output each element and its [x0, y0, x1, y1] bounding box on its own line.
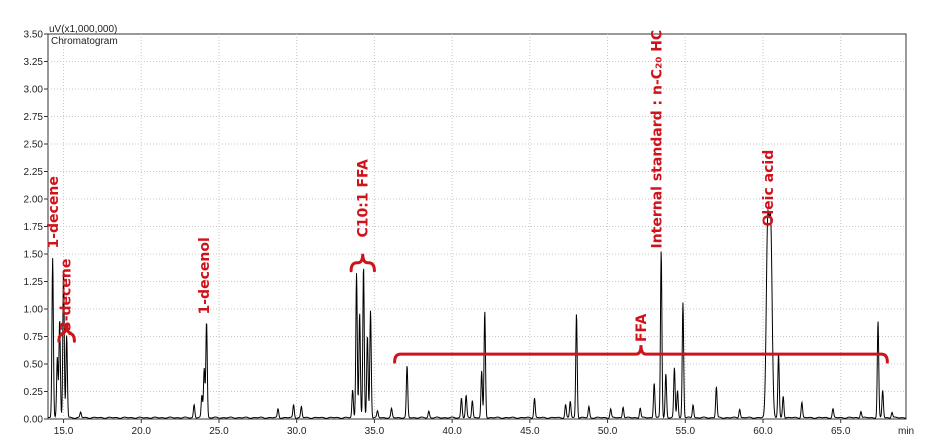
grid: [48, 34, 906, 419]
y-tick-label: 1.50: [24, 250, 44, 261]
bracket-ffa: [393, 345, 889, 364]
y-tick-label: 2.25: [24, 167, 44, 178]
y-tick-label: 1.75: [24, 222, 44, 233]
annotation-label: Internal standard : n-C₂₀ HC: [649, 30, 665, 249]
x-tick-label: 55.0: [676, 426, 696, 437]
x-axis-ticks: 15.0 20.0 25.0 30.0 35.0 40.0 45.0 50.0 55.0 60.0…: [54, 419, 851, 437]
y-axis-ticks: 0.00 0.25 0.50 0.75 1.00 1.25 1.50 1.75 2.00 2.25…: [24, 30, 48, 426]
annotation-label: 1-decenol: [197, 237, 213, 314]
x-tick-label: 60.0: [753, 426, 773, 437]
x-tick-label: 30.0: [287, 426, 307, 437]
y-tick-label: 1.00: [24, 305, 44, 316]
y-tick-label: 3.00: [24, 85, 44, 96]
bracket-c10-ffa: [349, 253, 376, 273]
y-tick-label: 0.75: [24, 332, 44, 343]
x-tick-label: 65.0: [831, 426, 851, 437]
y-tick-label: 2.00: [24, 195, 44, 206]
x-tick-label: 25.0: [209, 426, 229, 437]
annotation-label: 1-decene: [46, 176, 62, 248]
x-tick-label: 20.0: [132, 426, 152, 437]
annotation-brackets: [57, 253, 889, 364]
annotation-label: C10:1 FFA: [356, 159, 372, 237]
annotations: 1-decene 3-decene 1-decenol C10:1 FFA FFA Int…: [46, 30, 777, 342]
annotation-label: 3-decene: [59, 259, 75, 331]
x-tick-label: 35.0: [365, 426, 385, 437]
y-tick-label: 0.00: [24, 415, 44, 426]
y-tick-label: 0.25: [24, 387, 44, 398]
x-tick-label: 45.0: [520, 426, 540, 437]
y-tick-label: 3.50: [24, 30, 44, 41]
x-axis-unit-label: min: [898, 426, 914, 437]
y-tick-label: 3.25: [24, 57, 44, 68]
x-tick-label: 50.0: [598, 426, 618, 437]
y-tick-label: 0.50: [24, 360, 44, 371]
x-tick-label: 15.0: [54, 426, 74, 437]
chart-subtitle: Chromatogram: [51, 36, 118, 47]
annotation-label: Oleic acid: [761, 150, 777, 227]
y-axis-unit-label: uV(x1,000,000): [49, 24, 117, 35]
y-tick-label: 2.75: [24, 112, 44, 123]
x-tick-label: 40.0: [442, 426, 462, 437]
y-tick-label: 1.25: [24, 277, 44, 288]
chromatogram-trace: [47, 208, 907, 419]
bracket-decene: [57, 324, 76, 343]
annotation-label: FFA: [634, 313, 650, 342]
y-tick-label: 2.50: [24, 140, 44, 151]
